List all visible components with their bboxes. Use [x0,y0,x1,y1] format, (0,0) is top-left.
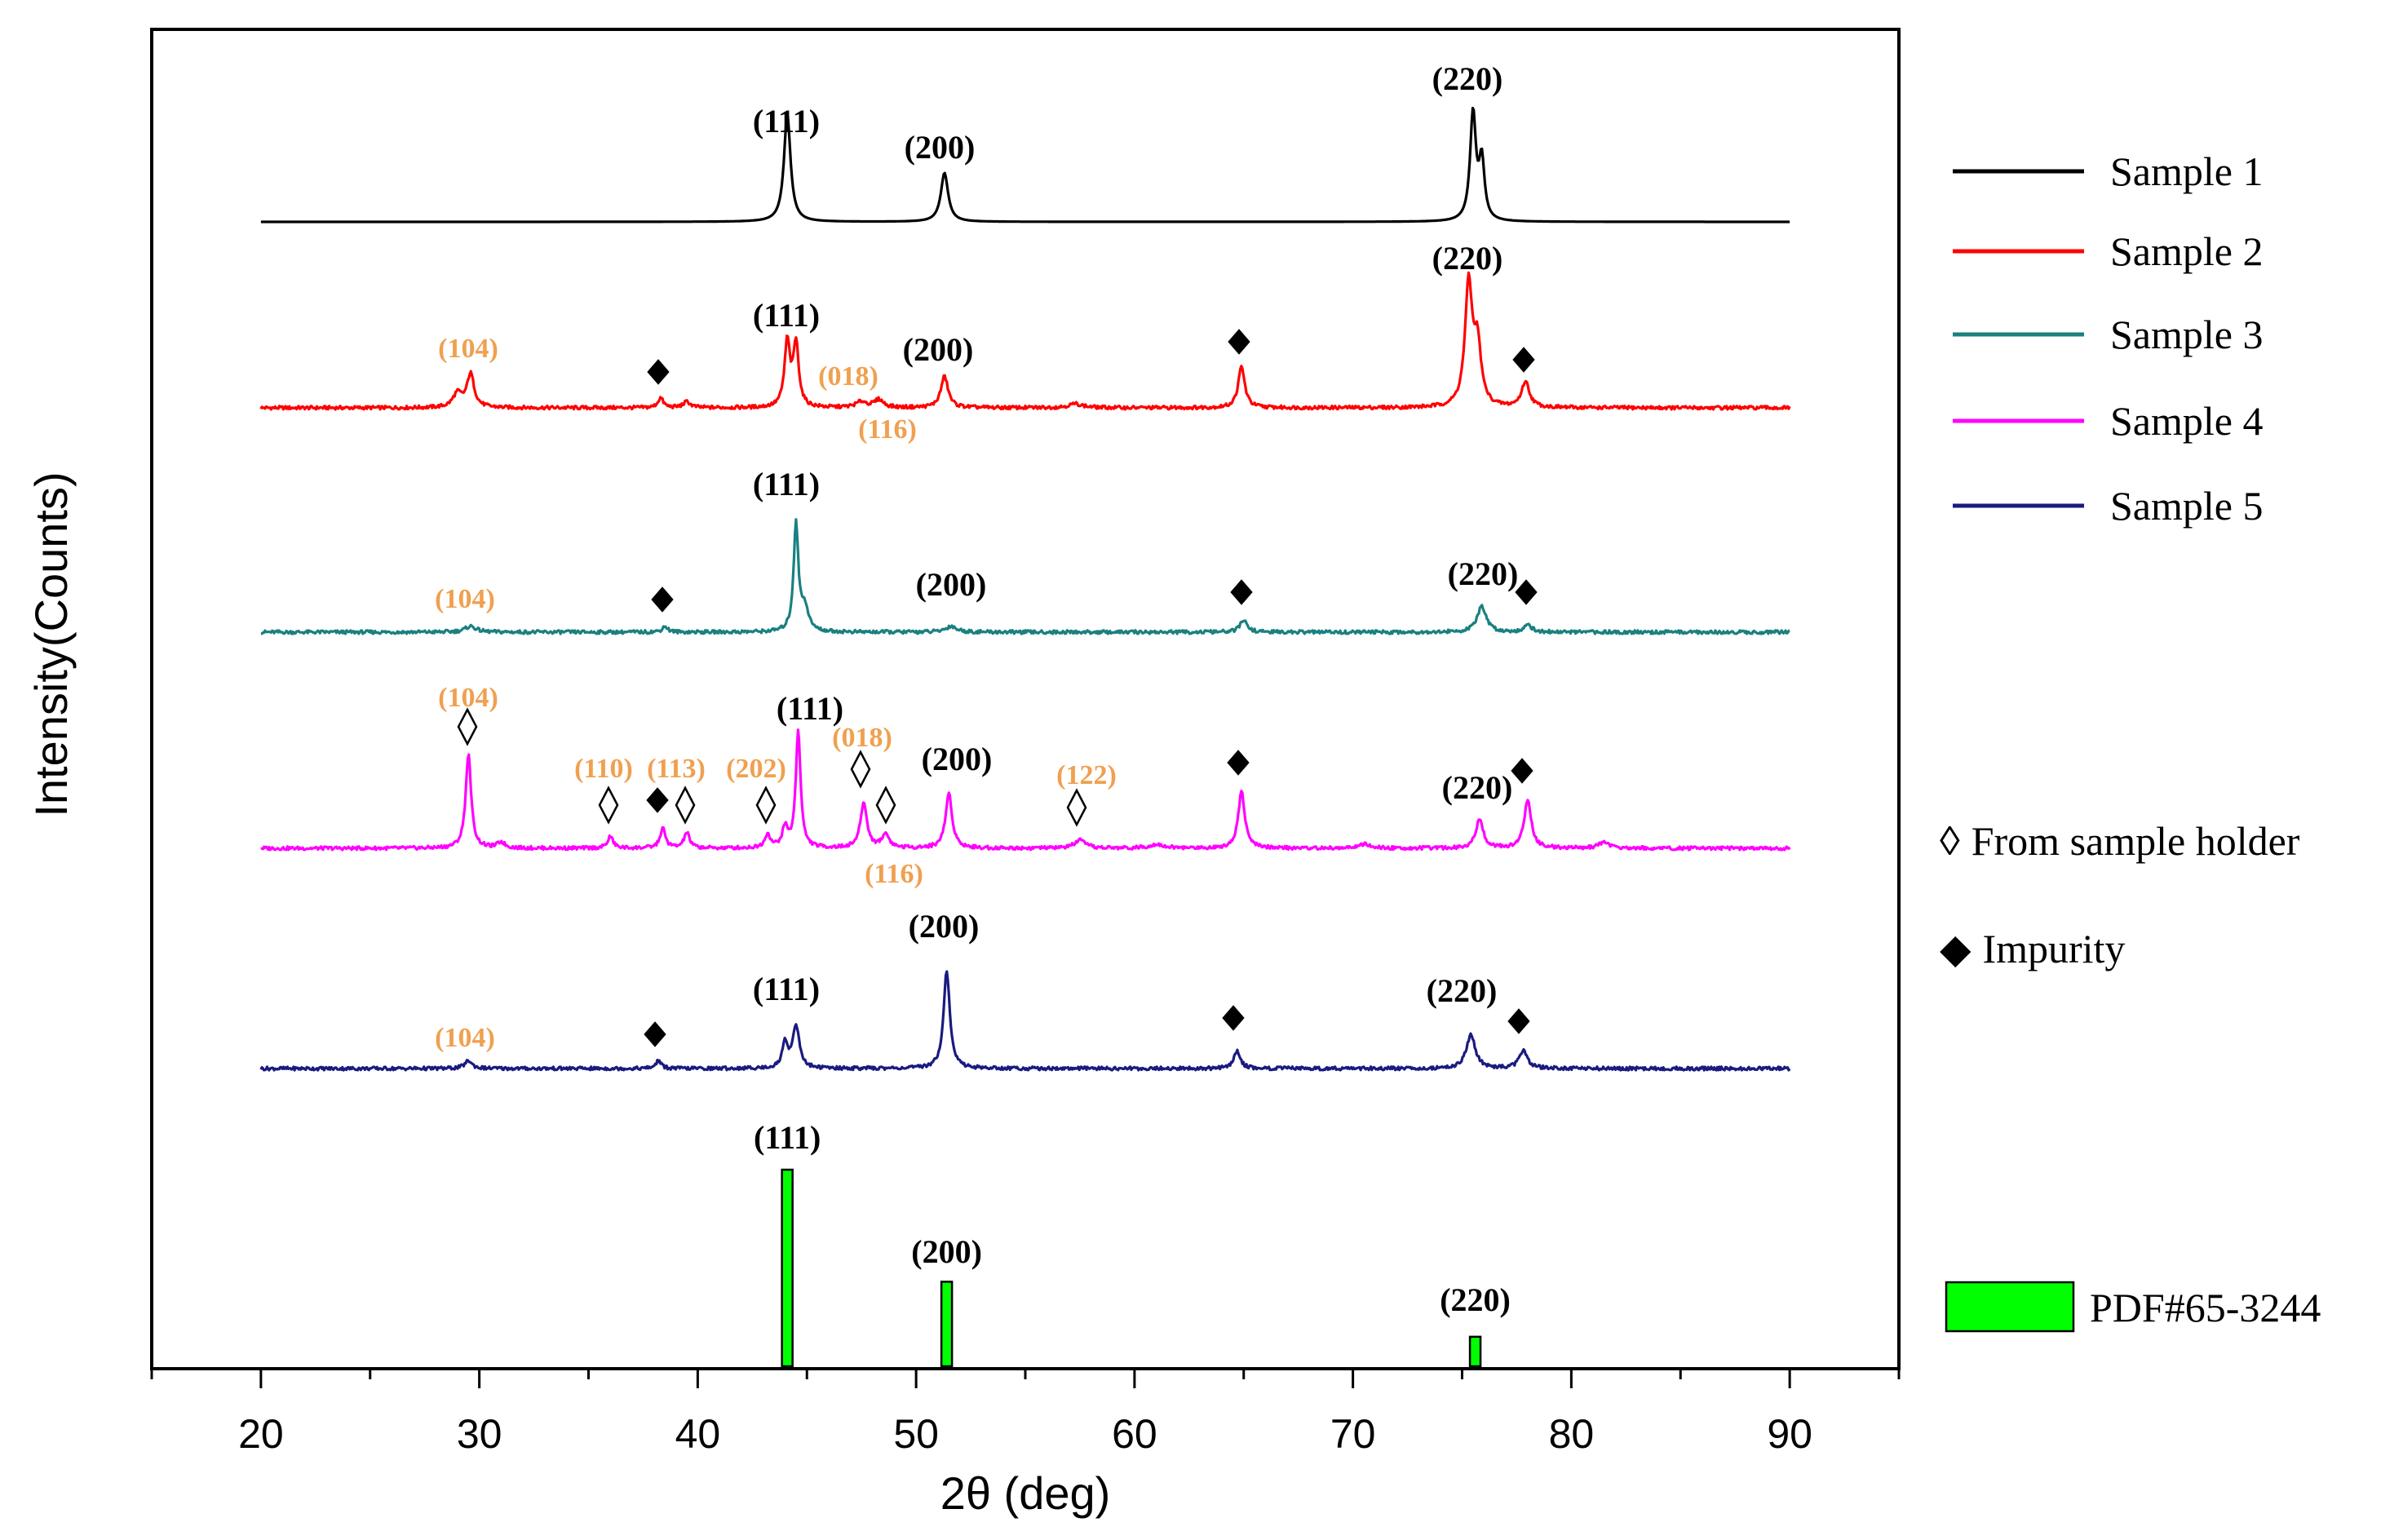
sample-holder-marker-s4-6 [850,750,871,789]
open-diamond-icon: ◊ [1940,818,1960,864]
x-tick-label-70: 70 [1330,1411,1376,1457]
reference-bar-label-2: (200) [911,1233,982,1270]
peak-label-s1-2: (200) [905,129,976,166]
x-tick-label-30: 30 [457,1411,502,1457]
peak-label-s4-9: (116) [865,859,923,889]
trace-group [259,106,1791,1072]
sample-holder-marker-s4-2 [598,785,619,825]
legend-label-1: Sample 1 [2110,148,2263,194]
peak-label-s3-1: (104) [435,584,495,614]
reference-bar-group: (111) (200) (220) [754,1119,1511,1368]
peak-label-s4-5: (111) [777,690,843,727]
sample-holder-marker-s4-5 [755,785,777,825]
peak-label-s3-3: (200) [916,566,987,603]
legend-symbol-entry-1: ◊ From sample holder [1940,818,2300,864]
peak-label-s1-3: (220) [1432,60,1503,97]
peak-label-s5-3: (200) [909,908,980,945]
x-tick-label-60: 60 [1112,1411,1157,1457]
impurity-marker-s5-3 [1507,1008,1530,1034]
peak-label-s2-3: (018) [818,361,878,392]
series-line-1 [260,106,1790,223]
legend-bar-swatch [1945,1281,2075,1333]
peak-label-s5-1: (104) [435,1023,495,1053]
legend-symbol-label-2: Impurity [1982,926,2125,971]
plot-area: (111) (200) (220) (111) (200) (220) (104) (111… [259,60,1791,1368]
x-tick-label-80: 80 [1549,1411,1595,1457]
peak-label-s4-7: (200) [922,741,993,777]
filled-diamond-icon: ◆ [1940,926,1972,971]
peak-label-s5-2: (111) [753,971,820,1007]
impurity-marker-s4-3 [646,787,669,813]
peak-label-s1-1: (111) [753,103,820,139]
peak-label-s4-4: (202) [726,754,786,784]
peak-label-s4-8: (122) [1056,760,1117,790]
y-axis-title: Intensity(Counts) [25,471,77,816]
x-axis: 20 30 40 50 60 70 80 90 [150,1369,1901,1457]
impurity-marker-s5-1 [644,1021,666,1047]
peak-label-s4-1: (104) [438,683,498,713]
peak-label-s4-6: (018) [832,723,892,753]
legend-label-4: Sample 4 [2110,398,2263,444]
peak-label-s2-1: (104) [438,334,498,364]
impurity-marker-s3-3 [1515,579,1538,605]
series-line-2 [259,271,1791,411]
peak-label-s4-2: (110) [574,754,633,784]
x-tick-label-20: 20 [238,1411,284,1457]
impurity-marker-s3-2 [1230,579,1253,605]
impurity-marker-s2-1 [647,359,670,385]
x-tick-label-90: 90 [1767,1411,1812,1457]
peak-label-s5-4: (220) [1427,972,1498,1009]
reference-bar-label-1: (111) [754,1119,821,1156]
annotation-group: (111)(200)(220)(104)(111)(018)(200)(116)… [435,60,1538,1053]
reference-bar-2 [940,1281,954,1368]
legend: Sample 1 Sample 2 Sample 3 Sample 4 Sample 5… [1940,148,2321,1333]
impurity-marker-s4-10 [1511,758,1533,784]
legend-symbol-label-1: From sample holder [1972,818,2300,864]
reference-bar-1 [781,1168,794,1368]
peak-label-s4-10: (220) [1442,769,1513,806]
peak-label-s2-6: (220) [1432,240,1503,277]
sample-holder-marker-s4-8 [1066,788,1087,827]
sample-holder-marker-s4-1 [457,707,478,746]
legend-symbol-entry-2: ◆ Impurity [1940,926,2125,971]
impurity-marker-s2-3 [1512,347,1535,373]
sample-holder-marker-s4-4 [675,785,696,825]
series-line-3 [260,518,1790,635]
reference-bar-3 [1468,1335,1482,1368]
reference-bar-label-3: (220) [1440,1281,1511,1318]
peak-label-s4-3: (113) [647,754,706,784]
impurity-marker-s5-2 [1222,1005,1245,1031]
peak-label-s3-2: (111) [753,466,820,502]
legend-label-3: Sample 3 [2110,312,2263,357]
x-tick-label-50: 50 [893,1411,939,1457]
peak-label-s2-2: (111) [753,297,820,334]
impurity-marker-s3-1 [651,586,674,613]
legend-bar-label: PDF#65-3244 [2090,1285,2321,1330]
peak-label-s3-4: (220) [1448,555,1519,592]
x-axis-title: 2θ (deg) [940,1467,1111,1519]
series-line-4 [260,728,1791,852]
sample-holder-marker-s4-7 [875,785,896,825]
peak-label-s2-4: (200) [903,331,974,368]
legend-label-5: Sample 5 [2110,483,2263,529]
peak-label-s2-5: (116) [858,414,917,445]
impurity-marker-s2-2 [1228,329,1250,355]
series-line-5 [259,970,1791,1072]
impurity-marker-s4-9 [1227,750,1250,776]
legend-label-2: Sample 2 [2110,228,2263,274]
x-tick-label-40: 40 [675,1411,721,1457]
